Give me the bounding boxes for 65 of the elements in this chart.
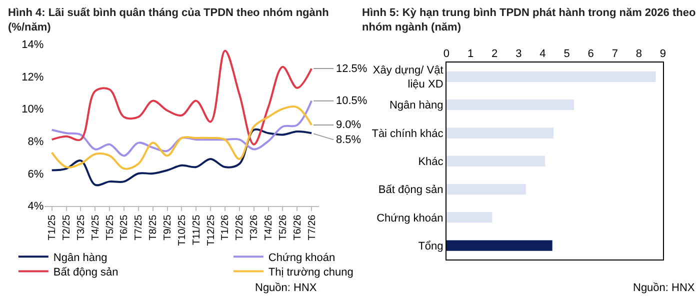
bar bbox=[446, 128, 554, 138]
bar bbox=[446, 156, 546, 166]
y-tick-label: 12% bbox=[22, 71, 44, 84]
legend-label: Thị trường chung bbox=[268, 266, 354, 279]
bar bbox=[446, 240, 552, 251]
x-tick-label: 7 bbox=[612, 48, 618, 60]
chart-title: Hình 5: Kỳ hạn trung bình TPDN phát hành trong năm 2026 theo nhóm ngành (năm) bbox=[362, 7, 696, 34]
x-tick-label: 4 bbox=[540, 48, 546, 60]
y-tick-label: Tổng bbox=[418, 240, 444, 252]
x-tick-label: 6 bbox=[588, 48, 594, 60]
x-tick-label: T7/26 bbox=[306, 214, 318, 240]
legend-label: Chứng khoán bbox=[268, 252, 336, 264]
x-tick-label: T11/25 bbox=[191, 214, 202, 246]
x-tick-label: T5/25 bbox=[104, 214, 116, 240]
x-tick-label: T10/25 bbox=[176, 214, 188, 246]
x-tick-label: T6/26 bbox=[292, 214, 304, 240]
x-tick-label: 2 bbox=[492, 48, 498, 60]
y-tick-label: Xây dựng/ Vật liệu XD bbox=[372, 64, 444, 91]
legend-label: Bất động sản bbox=[53, 266, 118, 279]
x-tick-label: T4/25 bbox=[90, 214, 102, 240]
y-tick-label: 8% bbox=[28, 136, 44, 148]
y-tick-label: Chứng khoán bbox=[376, 212, 444, 224]
y-tick-label: Khác bbox=[418, 156, 444, 168]
x-tick-label: T1/25 bbox=[47, 214, 58, 240]
line-series bbox=[50, 128, 313, 186]
x-tick-label: T9/25 bbox=[162, 214, 174, 240]
y-tick-label: 14% bbox=[22, 39, 44, 52]
x-tick-label: T5/26 bbox=[278, 214, 289, 240]
legend-label: Ngân hàng bbox=[53, 252, 108, 264]
bar bbox=[446, 212, 492, 223]
y-tick-label: 10% bbox=[22, 104, 44, 116]
chart-title: Hình 4: Lãi suất bình quân tháng của TPDN theo nhóm ngành (%/năm) bbox=[8, 7, 330, 34]
x-tick-label: T3/26 bbox=[249, 214, 260, 240]
line-series bbox=[50, 100, 313, 157]
x-tick-label: 3 bbox=[516, 48, 522, 60]
annotation: 8.5% bbox=[336, 134, 362, 146]
annotation: 10.5% bbox=[336, 95, 368, 107]
y-tick-label: 4% bbox=[28, 200, 44, 213]
x-tick-label: 9 bbox=[660, 48, 666, 60]
bar bbox=[446, 71, 656, 82]
bar bbox=[446, 184, 526, 195]
y-tick-label: Tài chính khác bbox=[372, 128, 444, 140]
y-tick-label: Bất động sản bbox=[378, 184, 444, 196]
x-tick-label: 0 bbox=[443, 48, 450, 60]
annotation: 9.0% bbox=[336, 119, 362, 131]
x-tick-label: T8/25 bbox=[148, 214, 160, 240]
line-series bbox=[50, 106, 313, 170]
x-tick-label: T12/25 bbox=[206, 214, 217, 246]
x-tick-label: T7/25 bbox=[134, 214, 145, 240]
x-tick-label: 1 bbox=[467, 48, 474, 60]
x-tick-label: T1/26 bbox=[220, 214, 232, 240]
bar bbox=[446, 99, 574, 110]
x-tick-label: T3/25 bbox=[76, 214, 87, 240]
x-tick-label: T6/25 bbox=[119, 214, 130, 240]
x-tick-label: 5 bbox=[564, 48, 570, 60]
x-tick-label: T2/26 bbox=[234, 214, 246, 240]
line-series bbox=[50, 50, 313, 146]
x-tick-label: T4/26 bbox=[264, 214, 275, 240]
annotation: 12.5% bbox=[336, 63, 368, 75]
text: Nguồn: HNX bbox=[255, 282, 318, 294]
text: Nguồn: HNX bbox=[633, 282, 696, 294]
x-tick-label: 8 bbox=[636, 48, 642, 60]
y-tick-label: Ngân hàng bbox=[389, 100, 444, 112]
y-tick-label: 6% bbox=[28, 168, 44, 180]
x-tick-label: T2/25 bbox=[62, 214, 73, 240]
